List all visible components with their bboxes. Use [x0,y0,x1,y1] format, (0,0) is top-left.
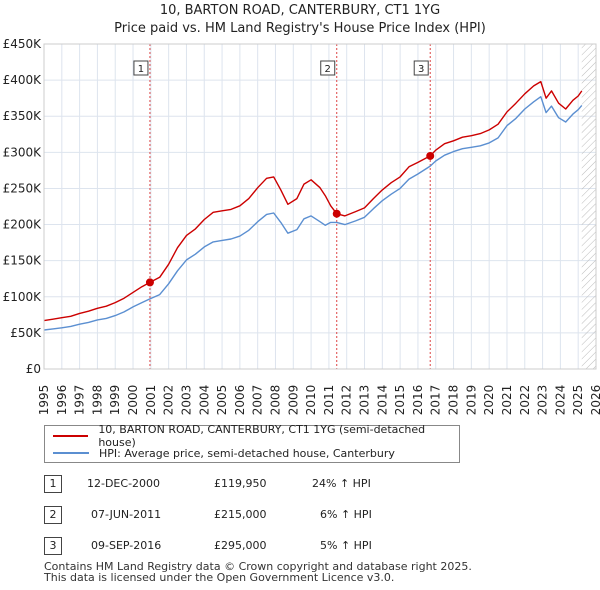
sale-price: £295,000 [214,539,267,552]
legend-item-price: 10, BARTON ROAD, CANTERBURY, CT1 1YG (se… [53,423,459,449]
y-tick-label: £350K [3,109,43,123]
x-tick-label: 1996 [55,385,69,416]
legend-label-price: 10, BARTON ROAD, CANTERBURY, CT1 1YG (se… [98,423,426,449]
x-tick-label: 2003 [179,385,193,416]
x-axis: 1995 1996 1997 1998 1999 2000 2001 2002 2003 2004… [37,385,600,416]
x-tick-label: 2017 [429,385,443,416]
x-tick-label: 2002 [162,385,176,416]
x-tick-label: 2009 [286,385,300,416]
x-tick-label: 2011 [322,385,336,416]
sale-label-box [133,60,149,76]
x-tick-label: 2006 [233,385,247,416]
y-tick-label: £0 [26,362,41,376]
x-tick-label: 1997 [73,385,87,416]
sale-label-box [413,60,429,76]
y-tick-label: £100K [3,290,43,304]
x-tick-label: 2005 [215,385,229,416]
x-tick-label: 2021 [500,385,514,416]
legend-item-hpi: HPI: Average price, semi-detached house,… [53,445,395,461]
sale-date: 12-DEC-2000 [87,477,161,490]
x-tick-label: 2012 [340,385,354,416]
attribution-line1: Contains HM Land Registry data © Crown c… [44,560,472,573]
legend: 10, BARTON ROAD, CANTERBURY, CT1 1YG (se… [44,423,460,463]
y-tick-label: £150K [3,254,43,268]
legend-label-hpi: HPI: Average price, semi-detached house,… [99,446,395,460]
x-tick-label: 2000 [126,385,140,416]
x-tick-label: 2001 [144,385,158,416]
x-tick-label: 2004 [197,385,211,416]
series-layer [43,80,583,331]
x-tick-label: 2013 [358,385,372,416]
sale-hpi-change: 24% ↑ HPI [312,477,371,490]
forecast-hatch-region [581,44,596,369]
sale-date: 07-JUN-2011 [91,508,162,521]
sale-number-badge: 1 [44,475,62,493]
grid [43,43,597,370]
legend-swatch-hpi [53,452,89,454]
y-tick-label: £400K [3,73,43,87]
x-tick-label: 2016 [411,385,425,416]
x-tick-label: 2015 [393,385,407,416]
x-tick-label: 2022 [518,385,532,416]
x-tick-label: 2007 [251,385,265,416]
x-tick-label: 2008 [268,385,282,416]
sale-date: 09-SEP-2016 [91,539,162,552]
legend-swatch-price [53,435,89,437]
sale-label: 3 [418,64,424,75]
x-tick-label: 2010 [304,385,318,416]
series-line-hpi [43,95,583,331]
plot-border [43,43,597,370]
price-chart: 10, BARTON ROAD, CANTERBURY, CT1 1YG Pri… [3,3,600,416]
sale-hpi-change: 6% ↑ HPI [320,508,372,521]
x-tick-label: 2019 [464,385,478,416]
x-tick-label: 1999 [108,385,122,416]
sale-number-badge: 3 [44,537,62,555]
x-tick-label: 1995 [37,385,51,416]
y-tick-label: £250K [3,181,43,195]
x-tick-label: 2025 [571,385,585,416]
x-tick-label: 2023 [536,385,550,416]
sale-point [332,209,341,218]
chart-title-line1: 10, BARTON ROAD, CANTERBURY, CT1 1YG [160,3,440,18]
y-tick-label: £50K [10,326,42,340]
sale-label: 1 [138,64,144,75]
sale-label-box [320,60,336,76]
annotation-layer: 1 2 3 [133,60,435,287]
y-tick-label: £200K [3,218,43,232]
x-tick-label: 2026 [589,385,600,416]
x-tick-label: 2014 [375,385,389,416]
sale-price: £119,950 [214,477,267,490]
x-tick-label: 2024 [553,385,567,416]
y-axis: £0 £50K £100K £150K £200K £250K £300K £350K £400… [3,37,43,376]
sale-point [145,278,154,287]
y-tick-label: £450K [3,37,43,51]
chart-title-line2: Price paid vs. HM Land Registry's House … [114,21,486,36]
sale-price: £215,000 [214,508,267,521]
sale-label: 2 [325,64,331,75]
x-tick-label: 2018 [447,385,461,416]
y-tick-label: £300K [3,145,43,159]
sale-hpi-change: 5% ↑ HPI [320,539,372,552]
attribution: Contains HM Land Registry data © Crown c… [44,561,472,583]
plot-area [44,44,596,369]
x-tick-label: 2020 [482,385,496,416]
x-tick-label: 1998 [90,385,104,416]
sale-number-badge: 2 [44,506,62,524]
series-line-price [43,80,583,322]
sale-point [426,151,435,160]
attribution-line2: This data is licensed under the Open Gov… [44,571,395,584]
